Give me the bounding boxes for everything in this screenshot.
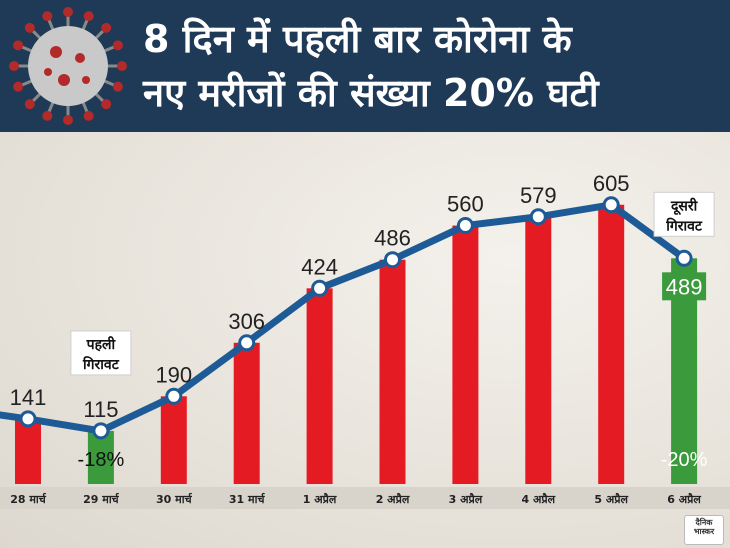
x-tick-label-4: 1 अप्रैल bbox=[303, 492, 337, 506]
data-point-1 bbox=[92, 422, 110, 440]
bar-4 bbox=[306, 288, 333, 484]
bar-1 bbox=[87, 430, 114, 484]
bar-6 bbox=[452, 225, 479, 484]
x-tick-label-7: 4 अप्रैल bbox=[521, 492, 555, 506]
value-label-2: 190 bbox=[155, 362, 192, 387]
data-point-4 bbox=[311, 279, 329, 297]
bar-7 bbox=[525, 216, 552, 484]
annotation-text-1-0: दूसरी bbox=[670, 197, 699, 215]
x-tick-label-0: 28 मार्च bbox=[10, 492, 47, 506]
data-point-9 bbox=[675, 249, 693, 267]
data-point-7 bbox=[529, 208, 547, 226]
value-label-6: 560 bbox=[447, 192, 484, 217]
value-label-7: 579 bbox=[520, 183, 557, 208]
x-tick-label-2: 30 मार्च bbox=[156, 492, 193, 506]
dainik-bhaskar-logo: दैनिक भास्कर bbox=[684, 515, 724, 545]
x-tick-label-9: 6 अप्रैल bbox=[667, 492, 701, 506]
value-label-4: 424 bbox=[301, 254, 338, 279]
bar-8 bbox=[598, 204, 625, 484]
x-tick-label-6: 3 अप्रैल bbox=[449, 492, 483, 506]
data-point-2 bbox=[165, 387, 183, 405]
change-label-1: -20% bbox=[661, 449, 708, 471]
annotation-text-1-1: गिरावट bbox=[665, 217, 703, 233]
bar-0 bbox=[15, 418, 41, 484]
coronavirus-icon bbox=[9, 7, 127, 125]
annotation-text-0-0: पहली bbox=[86, 336, 117, 352]
value-label-1: 115 bbox=[83, 397, 118, 422]
value-label-3: 306 bbox=[228, 309, 265, 334]
value-label-8: 605 bbox=[593, 171, 630, 196]
annotation-text-0-1: गिरावट bbox=[82, 356, 120, 372]
bar-5 bbox=[379, 259, 406, 484]
x-axis-strip bbox=[0, 487, 730, 509]
value-label-9: 489 bbox=[666, 274, 703, 299]
value-label-0: 141 bbox=[10, 385, 47, 410]
bar-2 bbox=[160, 396, 187, 484]
x-tick-label-1: 29 मार्च bbox=[83, 492, 120, 506]
chart-title-line-2: नए मरीजों की संख्या 20% घटी bbox=[143, 71, 599, 115]
data-point-5 bbox=[384, 251, 401, 269]
header-banner: 8 दिन में पहली बार कोरोना के नए मरीजों क… bbox=[0, 0, 730, 132]
data-point-3 bbox=[238, 334, 256, 352]
change-label-0: -18% bbox=[78, 449, 125, 471]
value-label-5: 486 bbox=[374, 226, 411, 251]
chart-title-line-1: 8 दिन में पहली बार कोरोना के bbox=[143, 17, 572, 61]
bar-3 bbox=[233, 342, 260, 484]
x-tick-label-8: 5 अप्रैल bbox=[594, 492, 628, 506]
annotation-box-1 bbox=[653, 191, 715, 237]
x-tick-label-5: 2 अप्रैल bbox=[376, 492, 410, 506]
annotation-box-0 bbox=[70, 330, 132, 376]
x-tick-label-3: 31 मार्च bbox=[229, 492, 266, 506]
data-point-8 bbox=[602, 196, 620, 214]
data-point-0 bbox=[19, 410, 37, 428]
bar-line-chart: 141 115 190 306 424 486 560 579 605 489 पहली गिरावट… bbox=[0, 171, 730, 509]
data-point-6 bbox=[456, 217, 474, 235]
